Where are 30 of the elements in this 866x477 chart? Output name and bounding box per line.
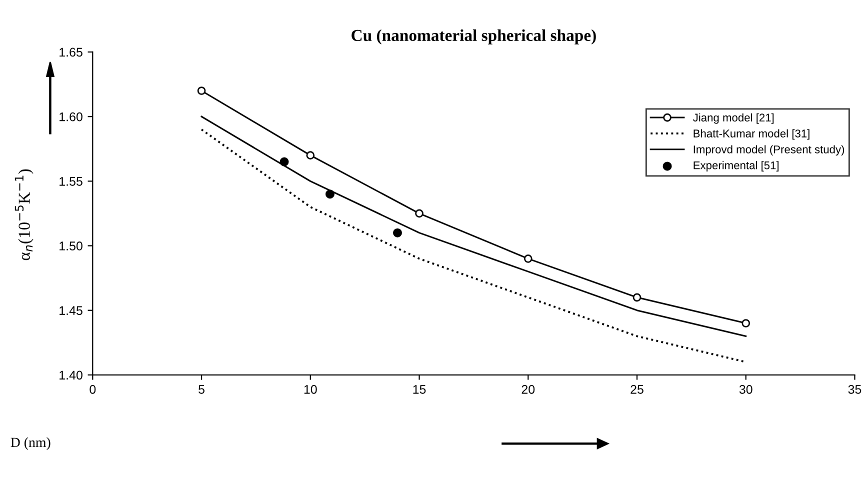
x-tick-label: 25 bbox=[630, 384, 644, 394]
x-tick-label: 30 bbox=[739, 384, 752, 394]
point bbox=[632, 293, 642, 302]
x-tick-label: 35 bbox=[848, 384, 862, 394]
y-tick-label: 1.55 bbox=[60, 177, 82, 186]
point bbox=[280, 157, 289, 166]
legend-label: Improvd model (Present study) bbox=[694, 145, 844, 156]
y-tick-label: 1.40 bbox=[60, 370, 82, 380]
x-tick-label: 0 bbox=[90, 384, 96, 394]
y-tick-label: 1.50 bbox=[60, 242, 82, 250]
y-tick-label: 1.45 bbox=[60, 306, 82, 315]
legend-label: Experimental [51] bbox=[694, 161, 779, 172]
point bbox=[197, 86, 206, 95]
y-tick-label: 1.65 bbox=[60, 48, 82, 57]
x-tick-label: 20 bbox=[522, 384, 535, 394]
point bbox=[742, 319, 750, 328]
x-tick-label: 10 bbox=[304, 384, 317, 394]
chart-title: Cu (nanomaterial spherical shape) bbox=[352, 29, 596, 44]
x-tick-label: 15 bbox=[413, 385, 426, 394]
legend-label: Jiang model [21] bbox=[693, 113, 774, 124]
y-axis-title: α$_{n}$(10$^{−5}$K$^{−1}$) bbox=[14, 169, 34, 260]
point bbox=[524, 254, 532, 263]
point bbox=[306, 151, 315, 160]
point bbox=[415, 209, 424, 218]
x-axis-title: D (nm) bbox=[10, 437, 50, 450]
x-tick-label: 5 bbox=[198, 385, 204, 394]
legend-label: Bhatt-Kumar model [31] bbox=[694, 129, 810, 140]
y-tick-label: 1.60 bbox=[60, 112, 82, 122]
point bbox=[325, 190, 334, 199]
point bbox=[392, 228, 402, 238]
